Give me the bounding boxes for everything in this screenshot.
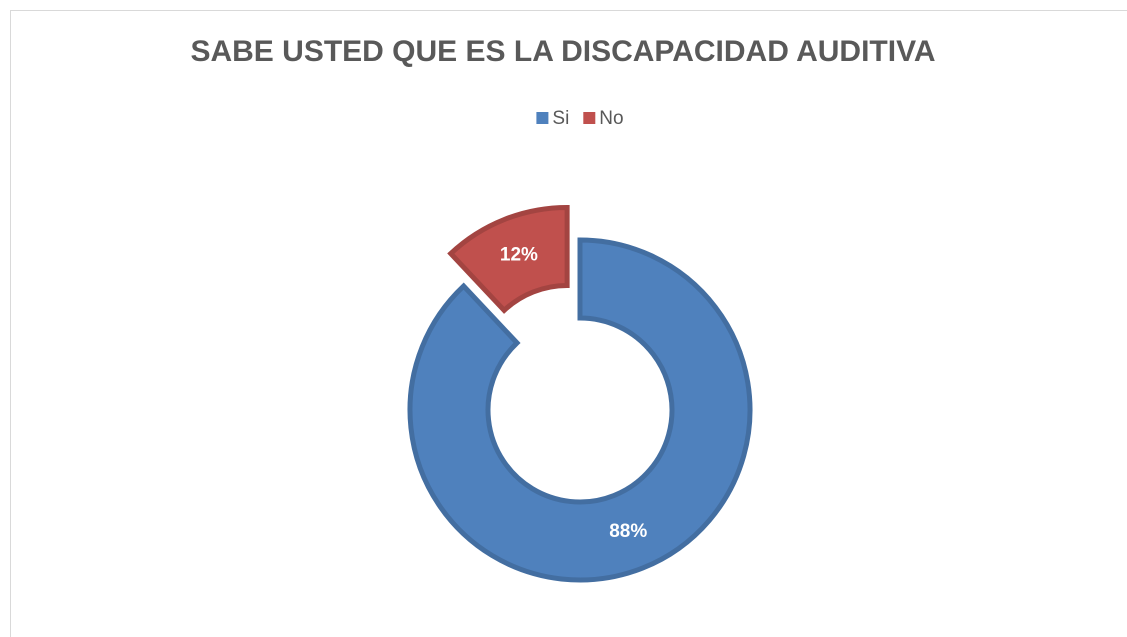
legend-swatch [536,112,549,124]
legend-label: No [599,108,623,129]
donut-slice [407,237,753,583]
donut-slice [447,204,570,314]
legend-label: Si [552,108,569,129]
legend-swatch [583,112,596,124]
data-label: 88% [609,521,647,542]
chart-title: SABE USTED QUE ES LA DISCAPACIDAD AUDITI… [190,35,935,68]
data-label: 12% [500,245,538,266]
legend: Si No [536,108,624,129]
